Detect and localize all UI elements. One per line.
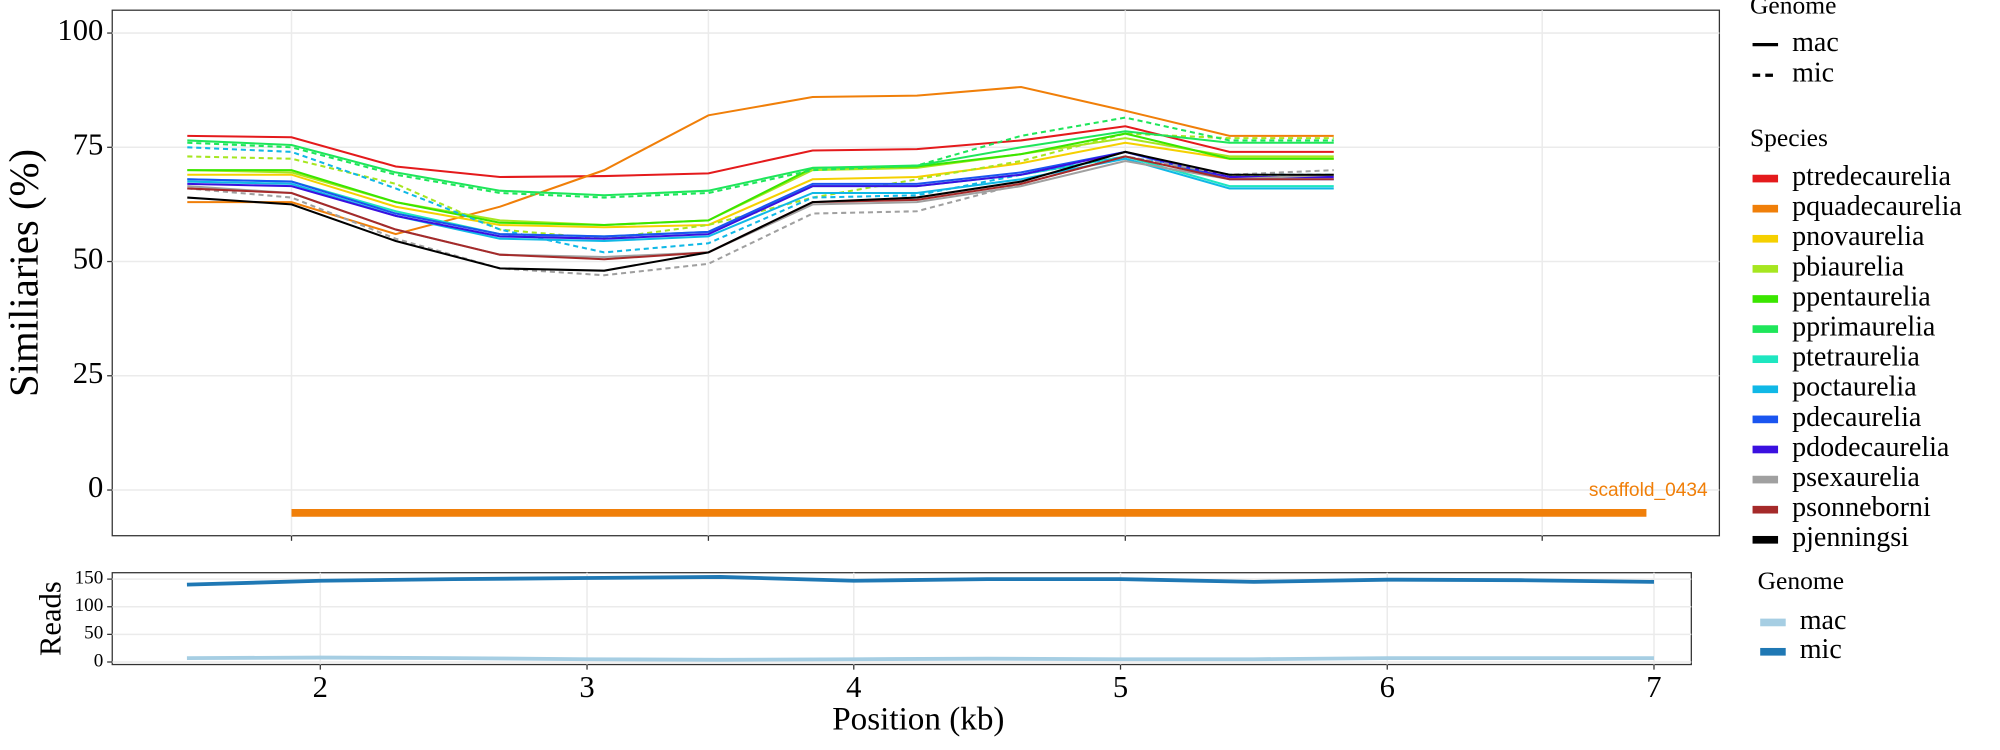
line [186,655,1654,662]
line [187,150,1334,272]
line [187,85,1334,236]
legend-label: mac [1792,27,1839,58]
y-tick-label: 100 [57,13,103,47]
legend-label: ppentaurelia [1792,281,1931,312]
legend-key [1752,265,1779,273]
x-tick-label: 3 [579,670,594,704]
legend-title: Genome [1750,0,1836,20]
legend-key [1752,385,1779,394]
legend-key [1760,618,1786,627]
y-axis-title: Similiaries (%) [1,149,46,397]
legend-title: Genome [1758,566,1844,595]
legend-label: ptredecaurelia [1792,161,1951,192]
line [187,155,1334,277]
legend-label: pdecaurelia [1792,402,1922,433]
x-tick-label: 6 [1380,670,1395,704]
panel [111,572,1692,666]
line [187,132,1334,226]
legend-label: pquadecaurelia [1792,191,1962,222]
y-tick-label: 50 [84,623,103,644]
legend-label: mac [1800,605,1847,636]
annotation-label: scaffold_0434 [1589,480,1708,501]
legend-key [1752,174,1779,183]
y-tick-label: 0 [88,470,103,504]
legend-label: pbiaurelia [1792,251,1905,282]
legend-label: mic [1792,58,1834,89]
y-tick-label: 25 [73,356,104,390]
y-tick-label: 100 [75,595,104,616]
line [187,130,1334,197]
legend-key [1752,535,1779,544]
x-tick-label: 7 [1646,670,1661,704]
legend-key [1752,295,1779,303]
legend-label: psonneborni [1792,492,1931,523]
legend-key [1752,475,1779,484]
legend-key [1752,234,1779,243]
legend-label: pprimaurelia [1792,312,1936,343]
line [186,574,1655,587]
legend-key [1752,355,1779,364]
y-tick-label: 50 [73,242,104,276]
x-tick-label: 4 [846,670,861,704]
line [187,141,1334,229]
x-axis-title: Position (kb) [832,701,1004,738]
line [187,125,1334,179]
legend-label: mic [1800,634,1842,665]
legend-key [1752,445,1779,454]
legend-label: ptetraurelia [1792,342,1920,373]
legend-label: poctaurelia [1792,372,1917,403]
y-tick-label: 150 [75,568,104,589]
legend-label: pdodecaurelia [1792,432,1950,463]
legend-label: pjenningsi [1792,522,1909,553]
panel [111,9,1721,537]
legend-label: pnovaurelia [1792,221,1925,252]
legend-label: psexaurelia [1792,462,1920,493]
legend-key [1752,415,1779,424]
legend-title: Species [1750,123,1828,152]
legend-key [1752,325,1779,333]
legend-key [1760,647,1786,656]
legend-key [1752,505,1779,514]
legend-key [1752,204,1779,213]
x-tick-label: 5 [1113,670,1128,704]
x-tick-label: 2 [313,670,328,704]
y-tick-label: 0 [94,650,104,671]
y-axis-title: Reads [34,581,68,656]
y-tick-label: 75 [73,127,104,161]
line [187,155,1334,238]
